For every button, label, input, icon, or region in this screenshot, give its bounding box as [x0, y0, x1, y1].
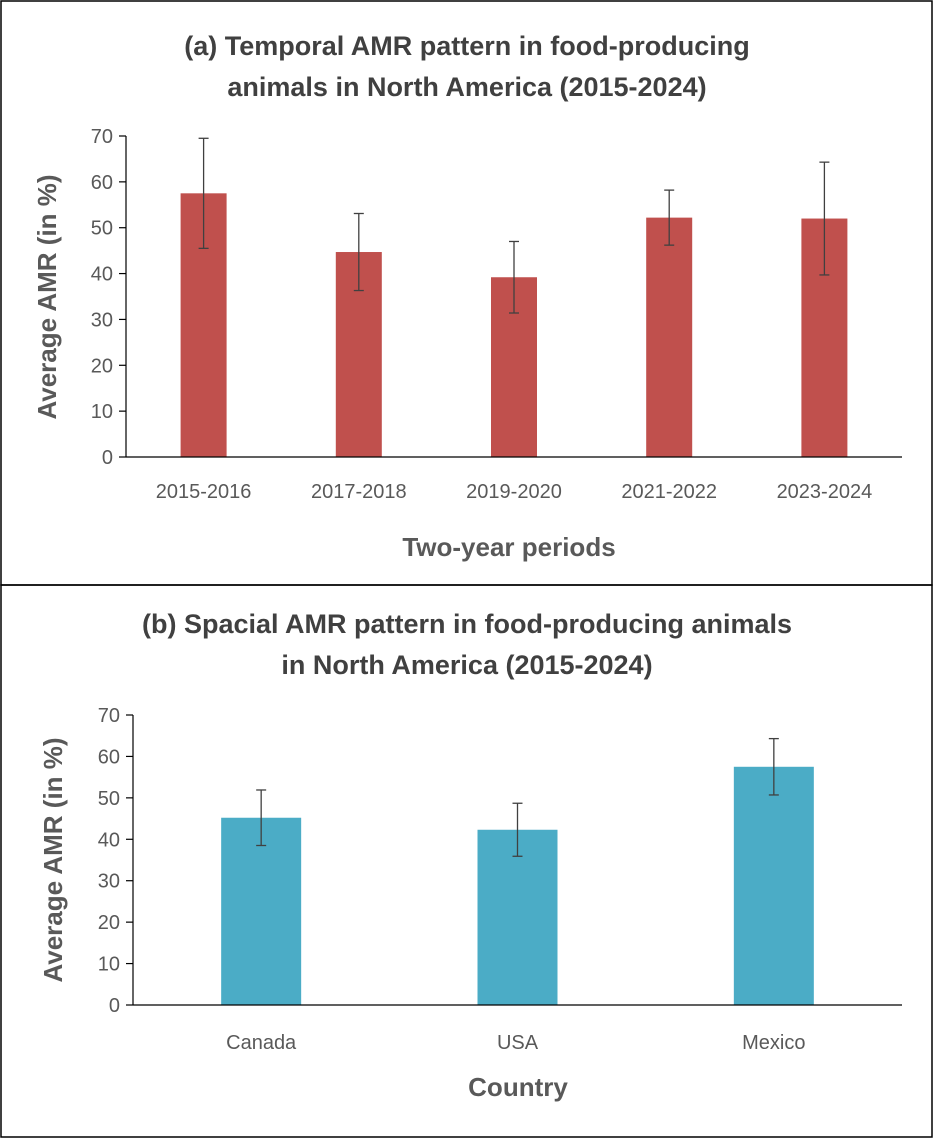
panel-a: (a) Temporal AMR pattern in food-produci… — [32, 31, 902, 562]
panel-a-y-tick-label: 60 — [91, 172, 113, 194]
panel-a-y-tick-label: 50 — [91, 218, 113, 240]
panel-a-x-axis-title: Two-year periods — [402, 532, 615, 562]
panel-b-x-tick-label: Canada — [226, 1032, 297, 1054]
panel-a-x-tick-label: 2021-2022 — [621, 481, 717, 503]
panel-a-y-tick-label: 20 — [91, 355, 113, 377]
panel-a-title-line-1: (a) Temporal AMR pattern in food-produci… — [184, 31, 749, 61]
panel-a-y-tick-label: 10 — [91, 401, 113, 423]
panel-a-bar — [646, 217, 693, 457]
panel-a-y-tick-label: 40 — [91, 264, 113, 286]
panel-a-x-tick-label: 2023-2024 — [777, 481, 873, 503]
panel-b-y-tick-label: 0 — [109, 995, 120, 1017]
panel-b-y-tick-label: 50 — [98, 788, 120, 810]
panel-b-bar — [221, 817, 302, 1005]
panel-b-x-tick-label: Mexico — [742, 1032, 805, 1054]
panel-b-y-tick-label: 10 — [98, 954, 120, 976]
panel-a-title-line-2: animals in North America (2015-2024) — [227, 72, 706, 102]
panel-b-x-axis-title: Country — [468, 1072, 568, 1102]
panel-a-y-tick-label: 30 — [91, 309, 113, 331]
panel-b-y-tick-label: 60 — [98, 746, 120, 768]
panel-a-x-tick-label: 2019-2020 — [466, 481, 562, 503]
panel-b-bar — [477, 829, 558, 1005]
panel-a-x-tick-label: 2015-2016 — [156, 481, 252, 503]
panel-b: (b) Spacial AMR pattern in food-producin… — [38, 609, 902, 1102]
panel-b-title-line-2: in North America (2015-2024) — [281, 650, 652, 680]
panel-a-y-tick-label: 0 — [102, 447, 113, 469]
panel-b-x-tick-label: USA — [497, 1032, 539, 1054]
panel-b-title-line-1: (b) Spacial AMR pattern in food-producin… — [142, 609, 792, 639]
panel-b-y-axis-title: Average AMR (in %) — [38, 737, 68, 982]
panel-b-bar — [733, 766, 814, 1005]
panel-b-frame — [0, 584, 933, 1138]
panel-a-y-axis-title: Average AMR (in %) — [32, 174, 62, 419]
panel-b-y-tick-label: 70 — [98, 705, 120, 727]
panel-b-plot: 0 10 20 30 40 50 60 70 Canada USA Mexico — [98, 705, 902, 1054]
panel-a-y-tick-label: 70 — [91, 126, 113, 148]
panel-a-plot: 0 10 20 30 40 50 60 70 2015-2016 2017-2018 2019-20… — [91, 126, 902, 503]
panel-a-x-tick-label: 2017-2018 — [311, 481, 407, 503]
panel-b-y-tick-label: 40 — [98, 829, 120, 851]
panel-b-y-tick-label: 30 — [98, 871, 120, 893]
panel-b-y-tick-label: 20 — [98, 912, 120, 934]
